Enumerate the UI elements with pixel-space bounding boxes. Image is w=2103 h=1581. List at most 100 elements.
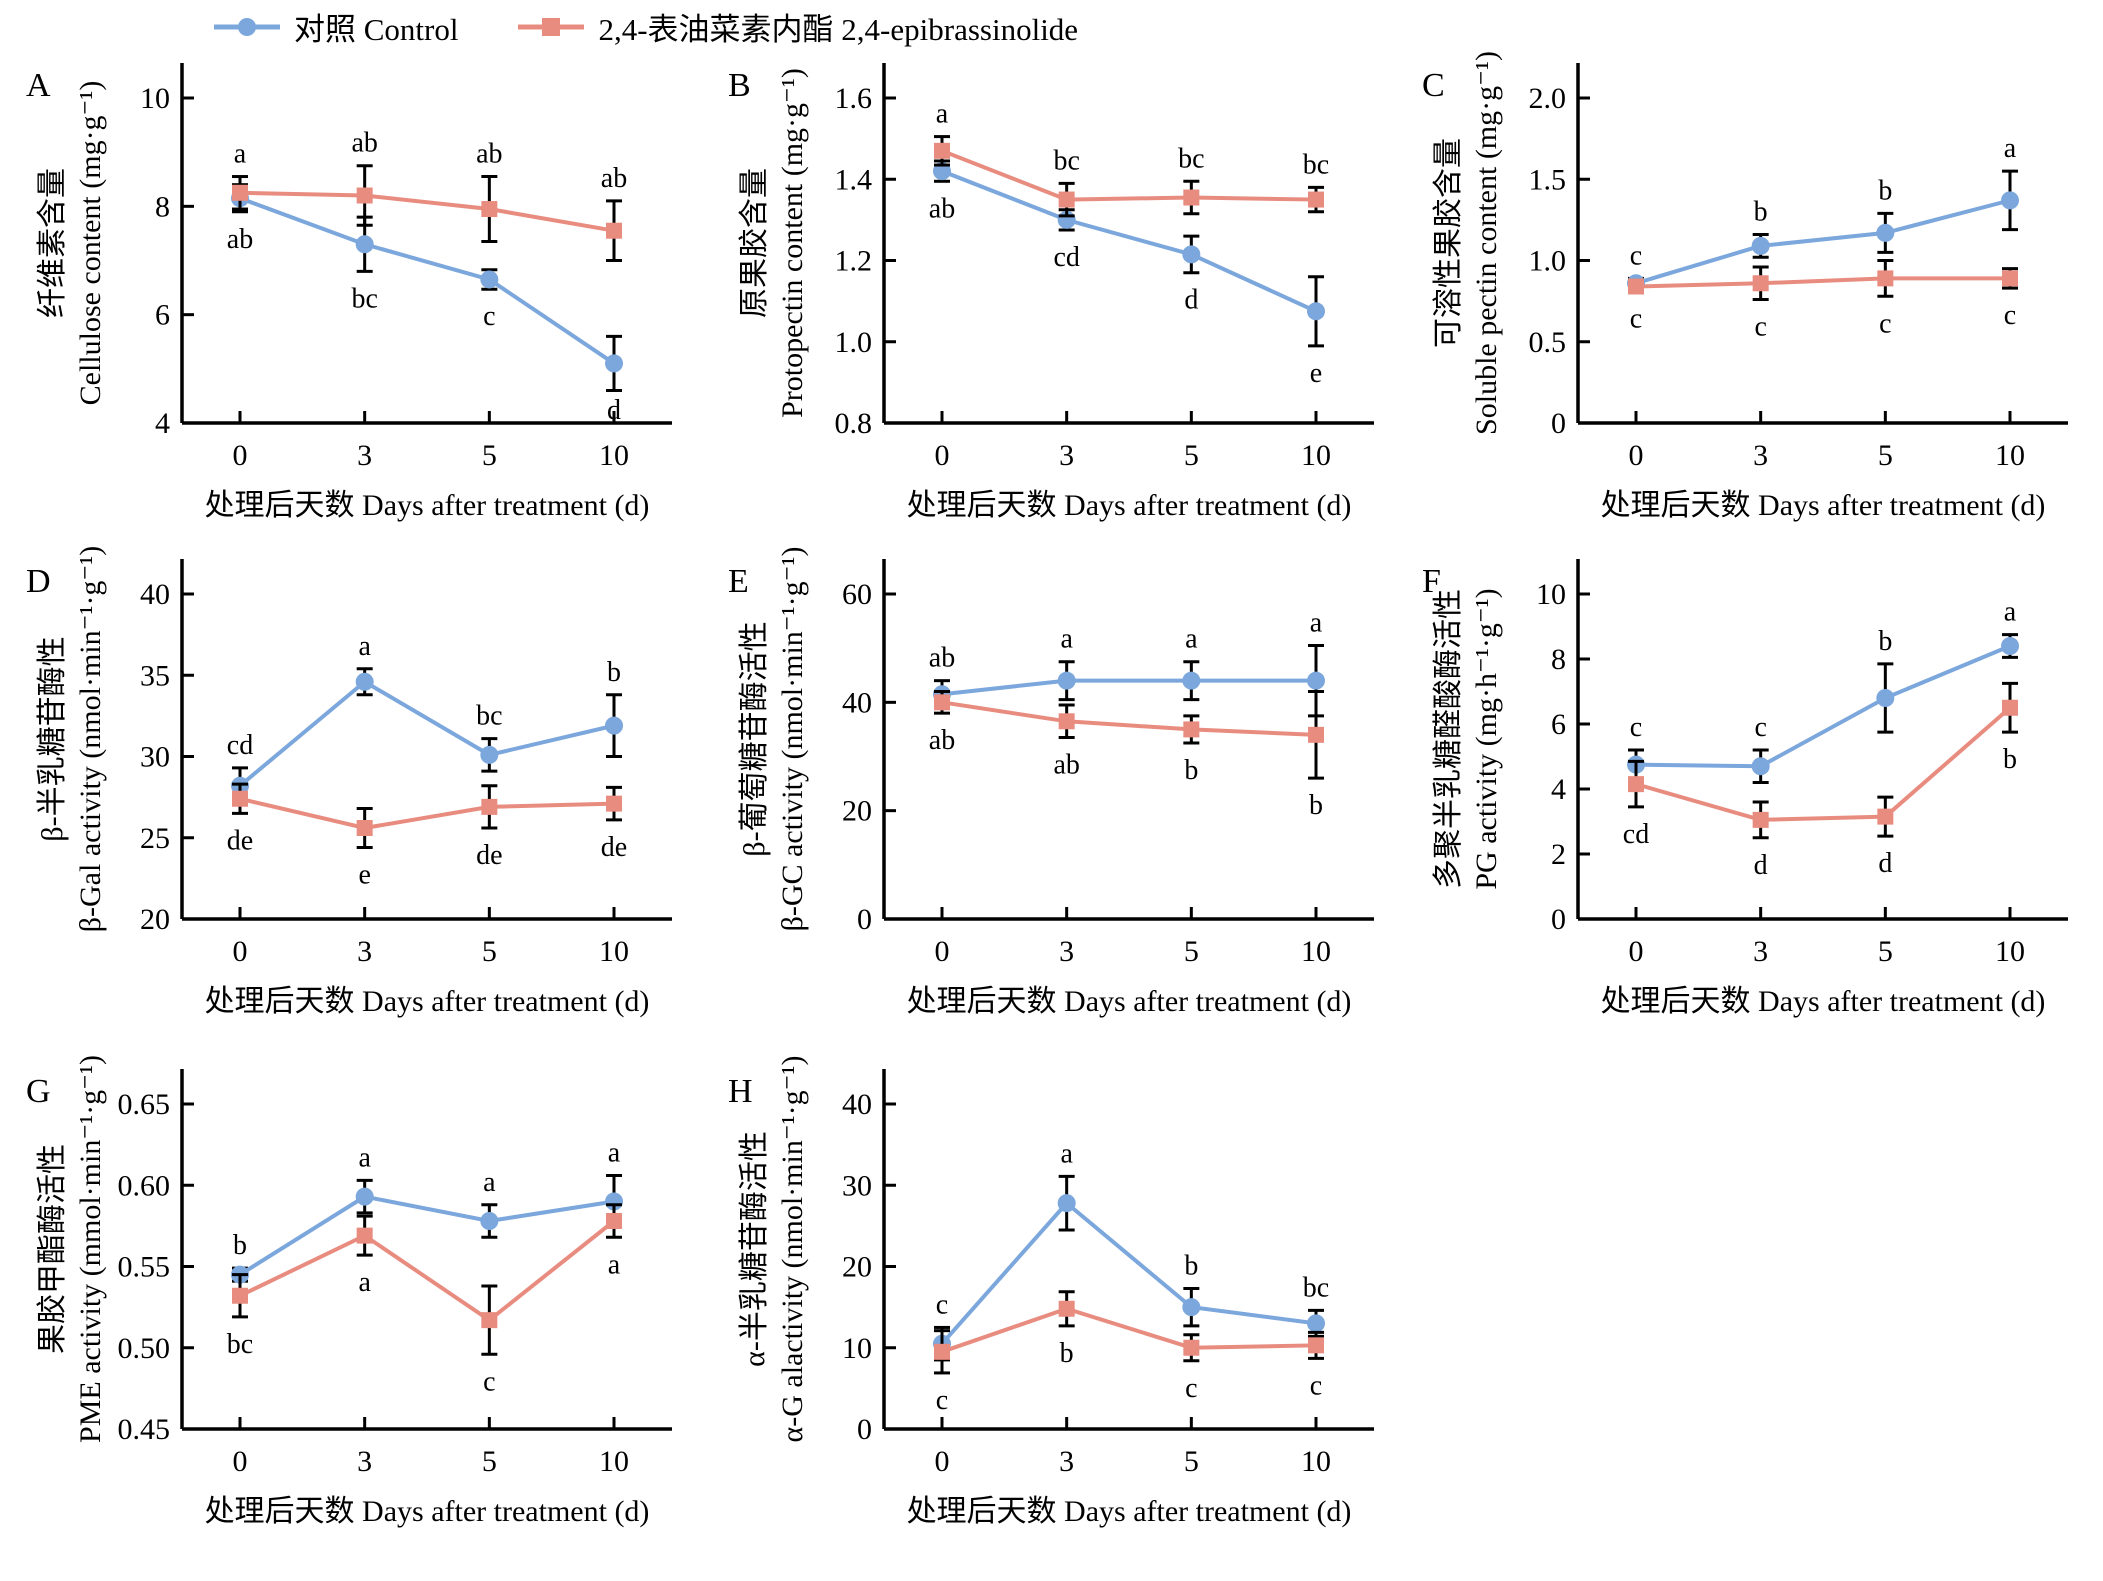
series-control: ab cd d e bbox=[929, 159, 1326, 389]
y-tick-label: 1.6 bbox=[835, 82, 873, 115]
x-tick-label: 3 bbox=[1059, 935, 1074, 968]
x-tick-label: 10 bbox=[599, 439, 629, 472]
x-tick-label: 3 bbox=[1059, 1445, 1074, 1478]
y-tick-label: 30 bbox=[842, 1169, 872, 1202]
y-axis-label-cn: 可溶性果胶含量 bbox=[1432, 138, 1465, 348]
y-tick-label: 0.5 bbox=[1529, 326, 1567, 359]
data-point bbox=[480, 1212, 499, 1230]
data-point bbox=[1308, 726, 1325, 743]
significance-letter: ab bbox=[476, 139, 502, 170]
significance-letter: ab bbox=[929, 193, 955, 224]
y-tick-label: 30 bbox=[140, 741, 170, 774]
series-line bbox=[1634, 705, 2013, 822]
y-tick-label: 20 bbox=[842, 795, 872, 828]
data-point bbox=[1183, 189, 1200, 206]
data-point bbox=[605, 716, 624, 735]
y-tick-label: 6 bbox=[1551, 708, 1566, 741]
series-treatment: cd d d b bbox=[1623, 681, 2019, 881]
data-point bbox=[1183, 721, 1200, 738]
x-tick-label: 0 bbox=[935, 439, 950, 472]
x-tick-label: 0 bbox=[233, 935, 248, 968]
significance-letter: d bbox=[1184, 285, 1198, 316]
y-axis-label-en: β-Gal activity (nmol·min⁻¹·g⁻¹) bbox=[74, 546, 107, 933]
series-treatment: a ab ab ab bbox=[232, 128, 627, 262]
data-point bbox=[1182, 245, 1201, 264]
x-tick-label: 3 bbox=[1753, 439, 1768, 472]
y-tick-label: 0 bbox=[857, 903, 872, 936]
significance-letter: de bbox=[476, 840, 502, 871]
data-point bbox=[933, 162, 951, 181]
significance-letter: ab bbox=[351, 128, 377, 159]
x-tick-label: 10 bbox=[599, 1445, 629, 1478]
y-axis-label-cn: 果胶甲酯酶活性 bbox=[36, 1144, 69, 1354]
data-point bbox=[934, 1343, 950, 1360]
y-tick-label: 25 bbox=[140, 822, 170, 855]
x-tick-label: 0 bbox=[233, 1445, 248, 1478]
x-tick-label: 5 bbox=[482, 935, 497, 968]
panel-letter: F bbox=[1422, 563, 1441, 600]
y-tick-label: 35 bbox=[140, 659, 170, 692]
data-point bbox=[481, 798, 498, 815]
significance-letter: c bbox=[2004, 300, 2016, 331]
series-line bbox=[238, 190, 617, 233]
x-tick-label: 5 bbox=[1878, 439, 1893, 472]
significance-letter: bc bbox=[227, 1329, 253, 1360]
circle-marker-icon bbox=[214, 17, 280, 36]
y-tick-label: 1.0 bbox=[1529, 245, 1567, 278]
data-point bbox=[1628, 776, 1644, 793]
x-tick-label: 3 bbox=[357, 1445, 372, 1478]
significance-letter: bc bbox=[1303, 149, 1329, 180]
significance-letter: b bbox=[1309, 790, 1323, 821]
series-line bbox=[238, 196, 617, 366]
y-axis-label-en: β-GC activity (nmol·min⁻¹·g⁻¹) bbox=[776, 547, 809, 932]
panel-letter: E bbox=[728, 563, 749, 600]
series-control: b a a a bbox=[231, 1138, 624, 1284]
y-axis-label-cn: β-葡萄糖苷酶活性 bbox=[738, 621, 771, 856]
series-line bbox=[940, 678, 1319, 697]
significance-letter: b bbox=[1184, 1250, 1198, 1281]
series-treatment: a bc bc bc bbox=[934, 99, 1329, 218]
data-point bbox=[1307, 302, 1326, 321]
significance-letter: de bbox=[227, 825, 253, 856]
y-tick-label: 2 bbox=[1551, 838, 1566, 871]
significance-letter: a bbox=[1060, 624, 1073, 655]
significance-letter: d bbox=[1754, 850, 1768, 881]
y-tick-label: 20 bbox=[842, 1251, 872, 1284]
y-axis-label-en: Cellulose content (mg·g⁻¹) bbox=[74, 81, 107, 406]
data-point bbox=[1057, 1194, 1076, 1213]
significance-letter: a bbox=[358, 1142, 371, 1173]
y-tick-label: 8 bbox=[1551, 643, 1566, 676]
series-line bbox=[940, 169, 1319, 314]
y-tick-label: 0.50 bbox=[118, 1332, 171, 1365]
y-tick-label: 6 bbox=[155, 299, 170, 332]
x-tick-label: 5 bbox=[1184, 935, 1199, 968]
y-axis-label-en: Soluble pectin content (mg·g⁻¹) bbox=[1470, 51, 1503, 435]
data-point bbox=[2001, 637, 2020, 655]
data-point bbox=[480, 270, 499, 289]
y-tick-label: 8 bbox=[155, 190, 170, 223]
chart-panel-C: 0 0.5 1.0 1.5 2.0 0 3 5 10 处理后天数 Days after treat… bbox=[1422, 51, 2068, 522]
series-line bbox=[940, 700, 1319, 737]
x-tick-label: 5 bbox=[1184, 439, 1199, 472]
y-tick-label: 0.65 bbox=[118, 1088, 171, 1121]
series-control: c c b a bbox=[1627, 597, 2020, 784]
legend-label-treatment: 2,4-表油菜素内酯 2,4-epibrassinolide bbox=[598, 12, 1079, 47]
x-tick-label: 3 bbox=[357, 935, 372, 968]
significance-letter: a bbox=[234, 139, 247, 170]
x-tick-label: 0 bbox=[1629, 439, 1644, 472]
x-axis-label: 处理后天数 Days after treatment (d) bbox=[907, 985, 1352, 1018]
significance-letter: ab bbox=[929, 643, 955, 674]
data-point bbox=[355, 235, 374, 254]
chart-panel-B: 0.8 1.0 1.2 1.4 1.6 0 3 5 10 处理后天数 Days after tre… bbox=[728, 63, 1374, 522]
y-axis-label-en: PME activity (mmol·min⁻¹·g⁻¹) bbox=[74, 1055, 107, 1443]
significance-letter: ab bbox=[227, 224, 253, 255]
significance-letter: c bbox=[1754, 712, 1766, 743]
x-tick-label: 10 bbox=[599, 935, 629, 968]
data-point bbox=[1751, 236, 1770, 255]
y-tick-label: 0.45 bbox=[118, 1413, 171, 1446]
data-point bbox=[1308, 191, 1325, 208]
y-tick-label: 20 bbox=[140, 903, 170, 936]
data-point bbox=[1751, 757, 1770, 776]
x-tick-label: 10 bbox=[1301, 1445, 1331, 1478]
